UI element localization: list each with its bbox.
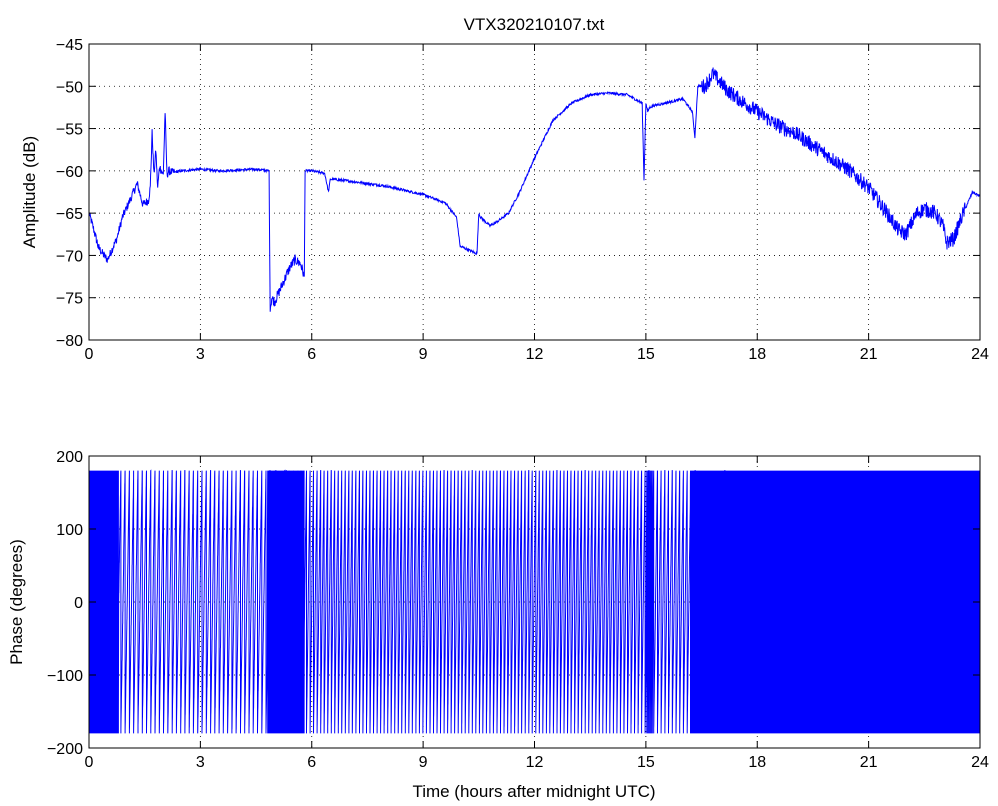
time-x-axis-label: Time (hours after midnight UTC) bbox=[412, 782, 655, 801]
phase-y-tick-label: 100 bbox=[56, 522, 83, 539]
phase-y-tick-label: −100 bbox=[47, 668, 83, 685]
amplitude-axes-box bbox=[88, 43, 981, 341]
phase-x-tick-label: 3 bbox=[196, 754, 205, 771]
amplitude-x-tick-label: 24 bbox=[971, 346, 989, 363]
phase-x-tick-label: 24 bbox=[971, 754, 989, 771]
amplitude-y-tick-label: −55 bbox=[56, 122, 83, 139]
amplitude-y-tick-label: −70 bbox=[56, 248, 83, 265]
phase-x-tick-label: 6 bbox=[307, 754, 316, 771]
amplitude-x-tick-label: 15 bbox=[637, 346, 655, 363]
phase-axes: 0 3 6 9 12 15 18 21 24 −200 −100 0 100 200 Phase (deg… bbox=[7, 449, 989, 801]
phase-x-tick-label: 0 bbox=[85, 754, 94, 771]
phase-series-line bbox=[88, 469, 981, 734]
amplitude-x-tick-label: 18 bbox=[748, 346, 766, 363]
amplitude-x-tick-label: 12 bbox=[526, 346, 544, 363]
amplitude-ticks: 0 3 6 9 12 15 18 21 24 −80 −75 −70 −65 −60 −55 −50 −45 bbox=[56, 37, 989, 363]
amplitude-series-line bbox=[88, 67, 981, 312]
amplitude-y-tick-label: −80 bbox=[56, 333, 83, 350]
amplitude-y-tick-label: −60 bbox=[56, 164, 83, 181]
amplitude-y-tick-label: −45 bbox=[56, 37, 83, 54]
amplitude-axes: VTX320210107.txt 0 3 6 9 12 15 18 21 24 −80 −75 −70… bbox=[20, 15, 989, 363]
phase-x-tick-label: 15 bbox=[637, 754, 655, 771]
phase-x-tick-label: 9 bbox=[419, 754, 428, 771]
amplitude-y-tick-label: −75 bbox=[56, 291, 83, 308]
amplitude-x-tick-label: 3 bbox=[196, 346, 205, 363]
amplitude-x-tick-label: 21 bbox=[860, 346, 878, 363]
phase-axes-box bbox=[88, 455, 981, 749]
phase-y-tick-label: 200 bbox=[56, 449, 83, 466]
amplitude-y-tick-label: −65 bbox=[56, 206, 83, 223]
amplitude-x-tick-label: 6 bbox=[307, 346, 316, 363]
phase-ticks: 0 3 6 9 12 15 18 21 24 −200 −100 0 100 200 bbox=[47, 449, 989, 771]
phase-x-tick-label: 18 bbox=[748, 754, 766, 771]
amplitude-y-axis-label: Amplitude (dB) bbox=[20, 136, 39, 248]
amplitude-x-tick-label: 0 bbox=[85, 346, 94, 363]
phase-y-axis-label: Phase (degrees) bbox=[7, 539, 26, 665]
amplitude-grid bbox=[89, 44, 980, 340]
phase-x-tick-label: 12 bbox=[526, 754, 544, 771]
phase-y-tick-label: −200 bbox=[47, 741, 83, 758]
chart-title: VTX320210107.txt bbox=[464, 15, 605, 34]
phase-y-tick-label: 0 bbox=[74, 595, 83, 612]
amplitude-y-tick-label: −50 bbox=[56, 79, 83, 96]
amplitude-x-tick-label: 9 bbox=[419, 346, 428, 363]
phase-x-tick-label: 21 bbox=[860, 754, 878, 771]
